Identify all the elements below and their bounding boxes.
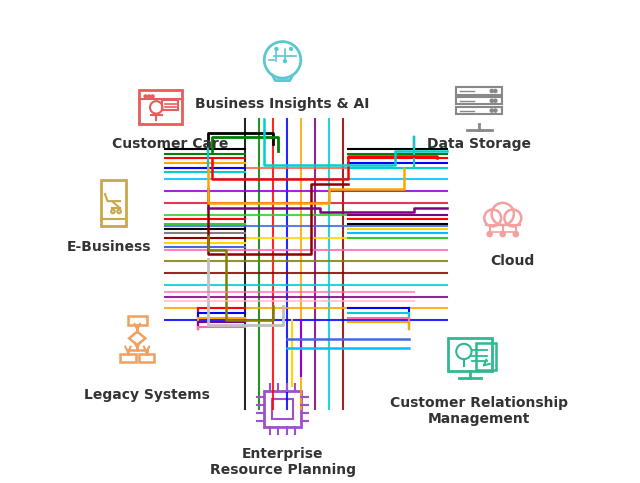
Text: Business Insights & AI: Business Insights & AI	[195, 98, 370, 112]
Bar	[456, 87, 502, 95]
Circle shape	[500, 231, 506, 237]
Text: Cloud: Cloud	[490, 255, 534, 269]
Text: Legacy Systems: Legacy Systems	[84, 388, 209, 402]
Circle shape	[289, 47, 292, 50]
Circle shape	[144, 95, 147, 98]
Circle shape	[490, 89, 493, 93]
Bar	[456, 107, 502, 114]
Text: E-Business: E-Business	[67, 241, 152, 255]
Circle shape	[487, 231, 492, 237]
Circle shape	[151, 95, 154, 98]
Text: Enterprise
Resource Planning: Enterprise Resource Planning	[209, 447, 355, 477]
Text: Customer Relationship
Management: Customer Relationship Management	[390, 396, 568, 426]
Text: Data Storage: Data Storage	[428, 137, 531, 151]
Circle shape	[493, 89, 497, 93]
Circle shape	[275, 47, 278, 50]
Bar	[448, 339, 492, 370]
Circle shape	[284, 59, 287, 63]
Circle shape	[490, 99, 493, 102]
Circle shape	[513, 231, 518, 237]
Bar	[273, 399, 292, 419]
Bar	[476, 343, 496, 369]
Circle shape	[493, 99, 497, 102]
Bar	[163, 100, 179, 110]
Bar	[139, 355, 154, 362]
Bar	[264, 391, 301, 427]
Circle shape	[490, 109, 493, 112]
Circle shape	[493, 109, 497, 112]
Bar	[128, 315, 147, 325]
Text: Customer Care: Customer Care	[112, 137, 228, 151]
Bar	[140, 90, 182, 124]
Circle shape	[148, 95, 150, 98]
Bar	[101, 180, 126, 226]
Bar	[456, 97, 502, 104]
Bar	[120, 355, 136, 362]
